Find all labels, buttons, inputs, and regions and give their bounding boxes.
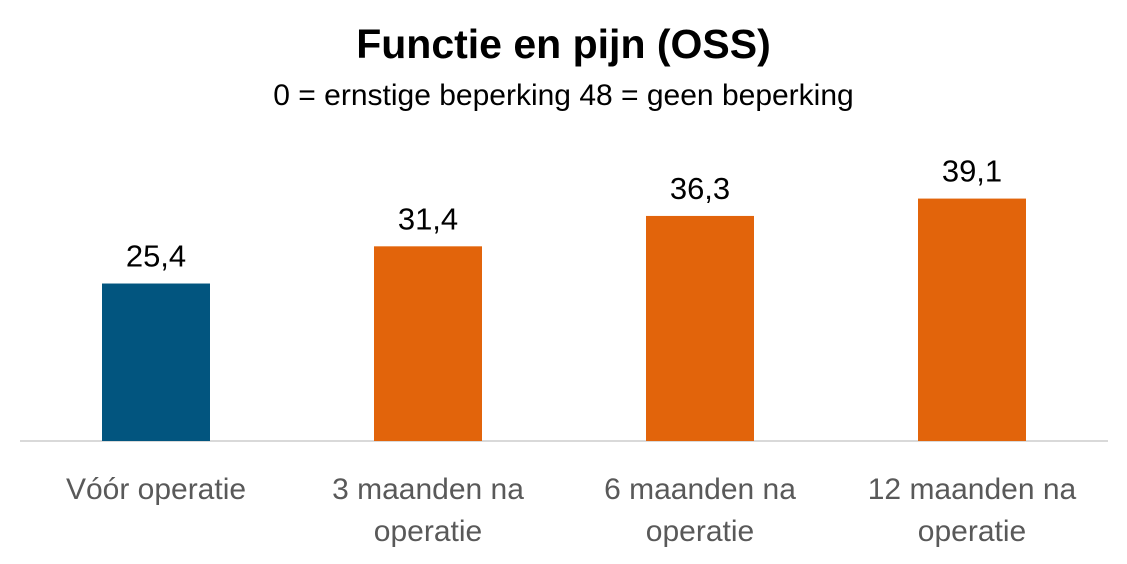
category-label-1: Vóór operatie (66, 473, 246, 506)
category-label-4: 12 maanden na operatie (868, 473, 1077, 548)
category-label-2: 3 maanden na operatie (332, 473, 524, 548)
data-label-1: 25,4 (126, 239, 186, 274)
data-label-2: 31,4 (398, 201, 458, 236)
bar-1 (102, 283, 210, 441)
bar-2 (374, 246, 482, 441)
bar-4 (918, 198, 1026, 441)
bar-3 (646, 215, 754, 441)
data-label-3: 36,3 (670, 171, 730, 206)
chart-title: Functie en pijn (OSS) (356, 21, 771, 67)
category-label-3: 6 maanden na operatie (604, 473, 796, 548)
data-label-4: 39,1 (942, 154, 1002, 189)
chart-subtitle: 0 = ernstige beperking 48 = geen beperki… (273, 79, 854, 112)
